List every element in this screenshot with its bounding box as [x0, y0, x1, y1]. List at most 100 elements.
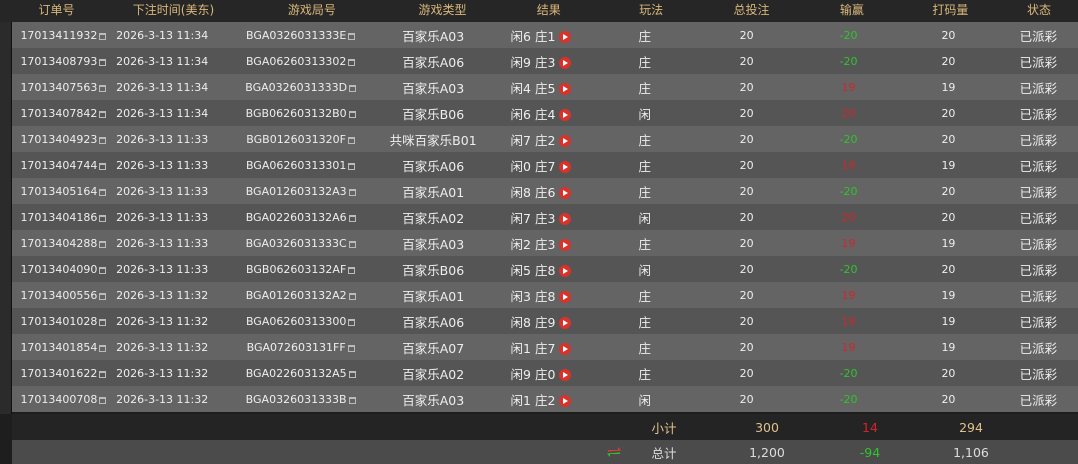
subtotal-stake: 300 [755, 419, 779, 435]
order-cell: 17013401028 [12, 315, 115, 328]
result-text: 闲6 庄1 [510, 28, 556, 44]
copy-icon[interactable] [99, 84, 107, 92]
turnover: 19 [941, 288, 956, 302]
copy-icon[interactable] [99, 292, 107, 300]
play-replay-icon[interactable] [559, 82, 572, 95]
copy-icon[interactable] [99, 162, 107, 170]
game-type: 共咪百家乐B01 [389, 132, 477, 148]
play-replay-icon[interactable] [559, 394, 572, 407]
table-row: 17013407563 2026-3-13 11:34 BGA0326031333D… [12, 74, 1078, 100]
status: 已派彩 [1019, 236, 1058, 252]
stake: 20 [739, 80, 754, 94]
winloss: 20 [841, 106, 856, 120]
play-replay-icon[interactable] [559, 30, 572, 43]
order-number: 17013404744 [20, 158, 98, 172]
play-replay-icon[interactable] [559, 342, 572, 355]
order-cell: 17013401622 [12, 367, 115, 380]
bet-on: 庄 [638, 28, 652, 44]
copy-icon[interactable] [99, 266, 107, 274]
bet-on: 庄 [638, 288, 652, 304]
copy-icon[interactable] [99, 318, 107, 326]
copy-icon[interactable] [347, 344, 355, 352]
game-type: 百家乐A03 [402, 80, 465, 96]
bet-on: 闲 [638, 262, 652, 278]
copy-icon[interactable] [348, 396, 356, 404]
play-replay-icon[interactable] [559, 212, 572, 225]
copy-icon[interactable] [99, 370, 107, 378]
turnover: 19 [941, 314, 956, 328]
round-cell: BGB062603132AF [222, 263, 380, 276]
status: 已派彩 [1019, 288, 1058, 304]
play-replay-icon[interactable] [559, 316, 572, 329]
winloss: 19 [841, 158, 856, 172]
turnover: 19 [941, 158, 956, 172]
result-text: 闲7 庄2 [510, 132, 556, 148]
copy-icon[interactable] [348, 162, 356, 170]
copy-icon[interactable] [99, 214, 107, 222]
stake: 20 [739, 184, 754, 198]
bet-on: 庄 [638, 158, 652, 174]
play-replay-icon[interactable] [559, 186, 572, 199]
copy-icon[interactable] [349, 84, 357, 92]
copy-icon[interactable] [99, 240, 107, 248]
result-cell: 闲2 庄3 [487, 234, 596, 253]
copy-icon[interactable] [99, 136, 107, 144]
turnover: 20 [941, 28, 956, 42]
copy-icon[interactable] [348, 110, 356, 118]
round-number: BGA06260313300 [245, 314, 347, 328]
table-row: 17013408793 2026-3-13 11:34 BGA06260313302… [12, 48, 1078, 74]
play-replay-icon[interactable] [559, 368, 572, 381]
round-cell: BGA06260313301 [222, 159, 380, 172]
play-replay-icon[interactable] [559, 160, 572, 173]
copy-icon[interactable] [348, 318, 356, 326]
play-replay-icon[interactable] [559, 134, 572, 147]
bet-time: 2026-3-13 11:33 [116, 262, 209, 276]
copy-icon[interactable] [99, 396, 107, 404]
round-cell: BGA012603132A2 [222, 289, 380, 302]
bet-time: 2026-3-13 11:33 [116, 184, 209, 198]
round-cell: BGA0326031333B [222, 393, 380, 406]
stake: 20 [739, 262, 754, 276]
winloss: 19 [841, 80, 856, 94]
copy-icon[interactable] [348, 32, 356, 40]
result-cell: 闲3 庄8 [487, 286, 596, 305]
order-number: 17013400556 [20, 288, 98, 302]
play-replay-icon[interactable] [559, 238, 572, 251]
play-replay-icon[interactable] [559, 108, 572, 121]
header-time: 下注时间(美东) [132, 3, 215, 17]
status: 已派彩 [1019, 392, 1058, 408]
copy-icon[interactable] [348, 58, 356, 66]
copy-icon[interactable] [348, 240, 356, 248]
copy-icon[interactable] [348, 292, 356, 300]
bet-time: 2026-3-13 11:32 [116, 314, 209, 328]
turnover: 20 [941, 392, 956, 406]
swap-arrows-icon[interactable] [606, 445, 622, 459]
round-number: BGA012603132A2 [245, 288, 347, 302]
result-cell: 闲1 庄2 [487, 390, 596, 409]
header-turnover: 打码量 [932, 3, 969, 17]
subtotal-winloss: 14 [862, 419, 878, 435]
result-cell: 闲5 庄8 [487, 260, 596, 279]
play-replay-icon[interactable] [559, 264, 572, 277]
play-replay-icon[interactable] [559, 290, 572, 303]
copy-icon[interactable] [99, 110, 107, 118]
copy-icon[interactable] [99, 32, 107, 40]
game-type: 百家乐A06 [402, 158, 465, 174]
copy-icon[interactable] [348, 188, 356, 196]
copy-icon[interactable] [99, 58, 107, 66]
result-text: 闲5 庄8 [510, 262, 556, 278]
game-type: 百家乐A03 [402, 236, 465, 252]
copy-icon[interactable] [99, 344, 107, 352]
play-replay-icon[interactable] [559, 56, 572, 69]
winloss: -20 [839, 54, 858, 68]
order-number: 17013405164 [20, 184, 98, 198]
result-cell: 闲6 庄1 [487, 26, 596, 45]
copy-icon[interactable] [348, 370, 356, 378]
copy-icon[interactable] [348, 214, 356, 222]
left-panel-edge [0, 22, 12, 414]
copy-icon[interactable] [348, 136, 356, 144]
copy-icon[interactable] [99, 188, 107, 196]
copy-icon[interactable] [348, 266, 356, 274]
result-cell: 闲0 庄7 [487, 156, 596, 175]
header-winloss: 输赢 [839, 3, 864, 17]
